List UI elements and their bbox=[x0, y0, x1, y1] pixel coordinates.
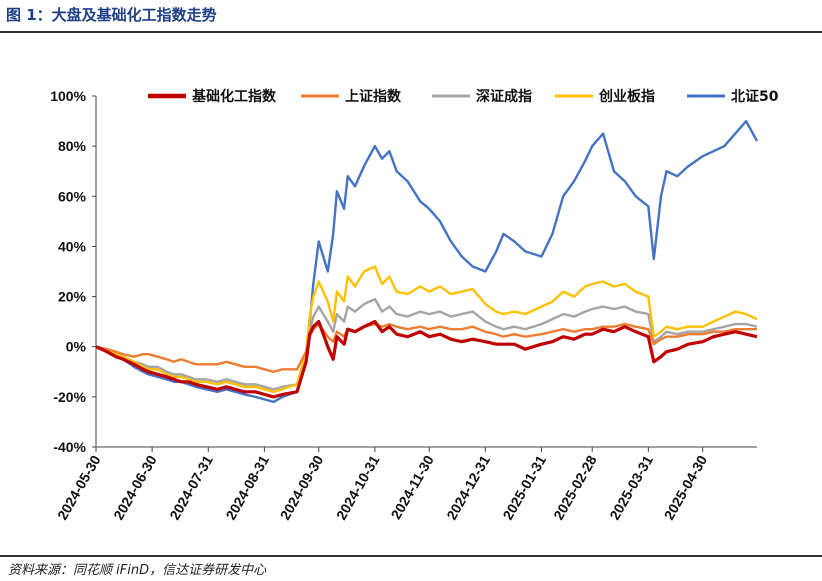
x-tick-label: 2024-07-31 bbox=[166, 452, 216, 522]
x-tick-label: 2025-03-31 bbox=[606, 452, 656, 522]
source-note: 资料来源：同花顺 iFinD，信达证券研发中心 bbox=[8, 563, 267, 578]
x-tick-label: 2024-11-30 bbox=[388, 452, 437, 522]
bottom-rule bbox=[0, 555, 822, 557]
y-tick-label: 100% bbox=[50, 88, 86, 104]
y-tick-label: 20% bbox=[58, 289, 87, 305]
legend-label-3: 创业板指 bbox=[598, 88, 655, 105]
legend: 基础化工指数 上证指数 深证成指 创业板指 北证50 bbox=[148, 88, 779, 105]
top-rule bbox=[0, 31, 822, 33]
x-tick-label: 2025-02-28 bbox=[550, 452, 600, 522]
legend-label-0: 基础化工指数 bbox=[192, 88, 277, 105]
legend-label-1: 上证指数 bbox=[345, 88, 402, 105]
series-line-1 bbox=[95, 322, 757, 373]
x-tick-label: 2025-01-31 bbox=[499, 452, 549, 522]
x-tick-label: 2024-12-31 bbox=[443, 452, 493, 522]
legend-label-2: 深证成指 bbox=[476, 88, 532, 105]
series-line-4 bbox=[95, 119, 759, 404]
series-line-3 bbox=[95, 265, 758, 393]
x-tick-label: 2024-09-30 bbox=[277, 452, 327, 522]
y-tick-label: -40% bbox=[53, 439, 86, 455]
series-layer bbox=[95, 119, 759, 404]
legend-label-4: 北证50 bbox=[731, 89, 779, 105]
y-tick-label: 60% bbox=[58, 188, 87, 204]
y-tick-label: 80% bbox=[58, 138, 87, 154]
y-tick-label: 40% bbox=[58, 238, 87, 254]
series-line-2 bbox=[95, 297, 758, 391]
figure-title: 图 1：大盘及基础化工指数走势 bbox=[6, 6, 217, 24]
x-tick-label: 2025-04-30 bbox=[661, 452, 711, 522]
x-tick-label: 2024-10-31 bbox=[333, 452, 383, 522]
y-tick-label: -20% bbox=[53, 389, 86, 405]
x-tick-label: 2024-08-31 bbox=[222, 452, 272, 522]
x-tick-label: 2024-05-30 bbox=[54, 452, 104, 522]
x-tick-label: 2024-06-30 bbox=[110, 452, 160, 522]
series-line-0 bbox=[95, 320, 758, 399]
y-tick-label: 0% bbox=[66, 339, 87, 355]
axes: -40%-20%0%20%40%60%80%100%2024-05-30 2024… bbox=[50, 88, 757, 523]
